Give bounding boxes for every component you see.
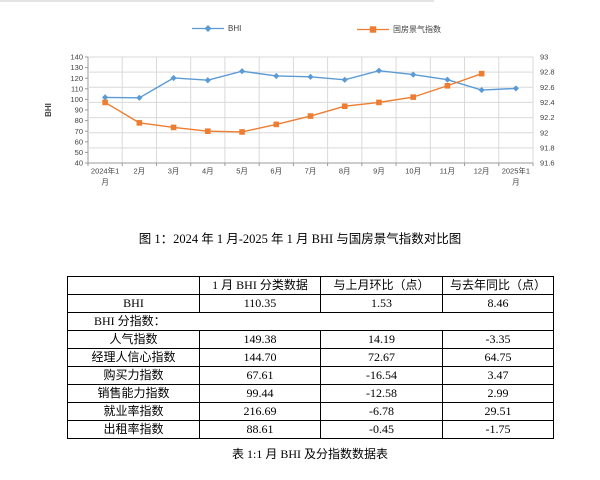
table-row: 就业率指数 216.69 -6.78 29.51 [67,402,554,421]
table-cell: 1.53 [320,294,443,313]
svg-text:60: 60 [75,137,83,146]
svg-text:12月: 12月 [474,167,490,176]
svg-text:90: 90 [75,106,83,115]
svg-text:93: 93 [540,53,548,62]
data-table: 1 月 BHI 分类数据 与上月环比（点） 与去年同比（点） BHI 110.35 1.… [67,276,554,439]
table-row-label: 就业率指数 [67,402,200,421]
table-cell: 67.61 [199,366,321,385]
table-body: BHI 110.35 1.53 8.46 BHI 分指数： 人气指数 149.38 14.19… [67,294,554,439]
table-row-label: 购买力指数 [67,366,200,385]
top-border-artifact [0,0,434,2]
svg-text:100: 100 [70,95,83,104]
svg-text:91.6: 91.6 [540,159,555,168]
svg-text:110: 110 [71,84,83,93]
table-header-cell: 与上月环比（点） [320,276,443,295]
svg-text:2024年1: 2024年1 [91,166,119,176]
climate-index-legend-marker-icon [357,25,389,34]
svg-text:2月: 2月 [134,167,146,176]
table-row-label: 销售能力指数 [67,384,200,403]
svg-text:月: 月 [101,178,109,187]
table-cell: -6.78 [320,402,443,421]
svg-text:91.8: 91.8 [540,143,555,152]
svg-text:BHI: BHI [44,103,53,117]
legend-item-bhi: BHI [192,24,241,33]
table-header: 1 月 BHI 分类数据 与上月环比（点） 与去年同比（点） [67,276,554,295]
svg-text:4月: 4月 [202,167,214,176]
svg-text:40: 40 [75,159,83,168]
table-cell: 2.99 [442,384,554,403]
svg-text:70: 70 [75,127,83,136]
table-cell: 3.47 [442,366,554,385]
table-row: BHI 110.35 1.53 8.46 [67,294,554,313]
table-row-label: 经理人信心指数 [67,348,200,367]
svg-text:10月: 10月 [405,167,421,176]
svg-text:3月: 3月 [168,167,180,176]
table-cell: 29.51 [442,402,554,421]
legend-item-climate-index: 国房景气指数 [357,24,441,35]
table-cell: 216.69 [199,402,321,421]
legend-label-bhi: BHI [228,24,242,33]
line-chart: 91.691.89292.292.492.692.893405060708090… [44,53,555,187]
svg-text:月: 月 [512,178,520,187]
chart-gridlines [87,56,534,166]
table-header-cell: 与去年同比（点） [442,276,554,295]
svg-text:130: 130 [70,63,83,72]
table-row: 购买力指数 67.61 -16.54 3.47 [67,366,554,385]
table-row-label: 人气指数 [67,330,200,349]
table-section-label: BHI 分指数： [67,312,554,331]
svg-text:80: 80 [75,116,83,125]
table-cell: -12.58 [320,384,443,403]
x-axis-labels: 2024年1 月 2月 3月 4月 5月 6月 7月 8月 9月 10月 11月 12月 2025年1 月 [91,166,530,187]
climate-index-series [102,70,485,135]
chart-legend: BHI 国房景气指数 [0,0,600,40]
table-row: 出租率指数 88.61 -0.45 -1.75 [67,420,554,439]
table-row: BHI 分指数： [67,312,554,331]
bhi-series [102,67,519,101]
table-row: 经理人信心指数 144.70 72.67 64.75 [67,348,554,367]
table-header-row: 1 月 BHI 分类数据 与上月环比（点） 与去年同比（点） [67,276,554,295]
svg-text:92.2: 92.2 [540,113,555,122]
table-cell: 88.61 [199,420,321,439]
svg-text:92.6: 92.6 [540,83,555,92]
svg-text:92.4: 92.4 [540,98,555,107]
svg-text:8月: 8月 [339,167,351,176]
svg-text:120: 120 [70,74,83,83]
right-axis-labels: 91.6 91.8 92 92.2 92.4 92.6 92.8 93 [540,53,555,168]
table-cell: 99.44 [199,384,321,403]
svg-text:7月: 7月 [305,167,317,176]
svg-text:92.8: 92.8 [540,68,555,77]
left-axis-title: BHI [44,103,53,117]
svg-text:2025年1: 2025年1 [502,166,530,176]
table-cell: -1.75 [442,420,554,439]
table-cell: 14.19 [320,330,443,349]
table-cell: 110.35 [199,294,321,313]
figure-caption: 图 1：2024 年 1 月-2025 年 1 月 BHI 与国房景气指数对比图 [138,232,462,246]
table-cell: 149.38 [199,330,321,349]
svg-text:92: 92 [540,128,548,137]
svg-text:6月: 6月 [270,167,282,176]
svg-text:5月: 5月 [236,167,248,176]
table-caption: 表 1:1 月 BHI 及分指数数据表 [231,447,388,461]
table-cell: 8.46 [442,294,554,313]
table-row-label: 出租率指数 [67,420,200,439]
table-cell: 144.70 [199,348,321,367]
table-cell: -0.45 [320,420,443,439]
svg-text:9月: 9月 [373,167,385,176]
table-row: 销售能力指数 99.44 -12.58 2.99 [67,384,554,403]
legend-label-climate-index: 国房景气指数 [393,25,441,34]
table-header-cell [67,276,200,295]
svg-text:11月: 11月 [440,167,455,176]
table-cell: -16.54 [320,366,443,385]
svg-text:140: 140 [70,53,83,62]
svg-text:50: 50 [75,148,83,157]
table-row: 人气指数 149.38 14.19 -3.35 [67,330,554,349]
table-cell: -3.35 [442,330,554,349]
table-cell: 64.75 [442,348,554,367]
table-cell: 72.67 [320,348,443,367]
table-row-label: BHI [67,294,200,313]
bhi-legend-marker-icon [192,24,224,33]
table-header-cell: 1 月 BHI 分类数据 [199,276,321,295]
